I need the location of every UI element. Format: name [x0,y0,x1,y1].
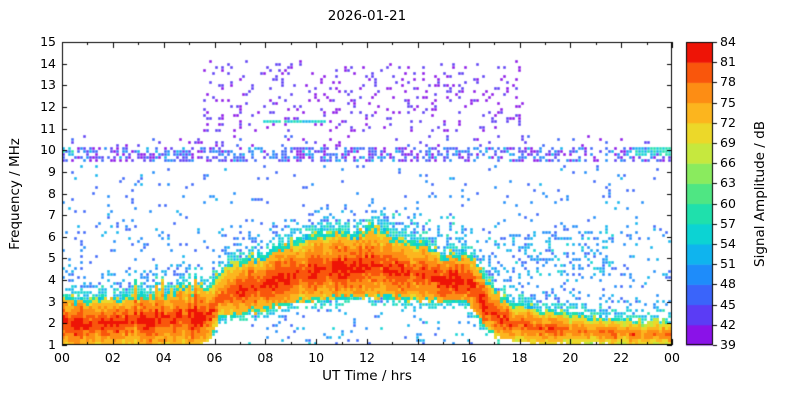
y-tick-label: 2 [48,315,56,331]
y-tick-label: 8 [48,185,56,201]
x-tick-label: 14 [409,350,426,365]
colorbar-tick-label: 81 [720,54,736,70]
colorbar-tick-label: 39 [720,337,736,352]
colorbar-tick-label: 66 [720,155,736,171]
colorbar-tick-label: 78 [720,74,736,90]
colorbar-tick-label: 63 [720,175,736,191]
x-tick-label: 04 [155,350,172,365]
colorbar-tick-label: 75 [720,94,736,110]
colorbar-tick-label: 45 [720,296,736,312]
y-tick-label: 7 [48,207,56,223]
colorbar-tick-label: 72 [720,114,736,130]
y-tick-label: 6 [48,228,56,244]
colorbar-tick-label: 57 [720,215,736,231]
x-tick-label: 18 [511,350,528,365]
x-tick-label: 20 [562,350,579,365]
colorbar-tick-label: 42 [720,316,736,332]
y-tick-label: 3 [48,293,56,309]
y-tick-label: 15 [40,34,56,49]
x-tick-label: 02 [104,350,121,365]
x-tick-label: 22 [613,350,630,365]
y-tick-label: 12 [40,98,56,114]
y-tick-label: 9 [48,163,56,179]
colorbar-label: Signal Amplitude / dB [752,121,768,267]
y-tick-label: 4 [48,272,56,288]
x-tick-label: 08 [257,350,274,365]
y-tick-label: 10 [40,142,56,158]
x-tick-label: 12 [359,350,375,365]
colorbar-tick-label: 69 [720,135,736,150]
x-tick-label: 16 [460,350,477,365]
y-tick-label: 5 [48,250,56,266]
colorbar-tick-label: 54 [720,236,736,251]
colorbar-tick-label: 51 [720,256,736,272]
x-axis-label: UT Time / hrs [322,368,412,384]
y-tick-label: 11 [40,120,56,136]
colorbar-tick-label: 48 [720,276,736,292]
y-axis-label: Frequency / MHz [7,138,23,250]
colorbar-tick-label: 84 [720,34,736,49]
colorbar-tick-label: 60 [720,195,736,211]
x-tick-label: 06 [206,350,223,365]
chart-title: 2026-01-21 [327,8,407,24]
x-tick-label: 00 [664,350,680,365]
y-tick-label: 13 [40,77,56,93]
y-tick-label: 14 [40,55,56,71]
y-tick-label: 1 [48,337,56,352]
x-tick-label: 00 [54,350,70,365]
x-tick-label: 10 [308,350,325,365]
